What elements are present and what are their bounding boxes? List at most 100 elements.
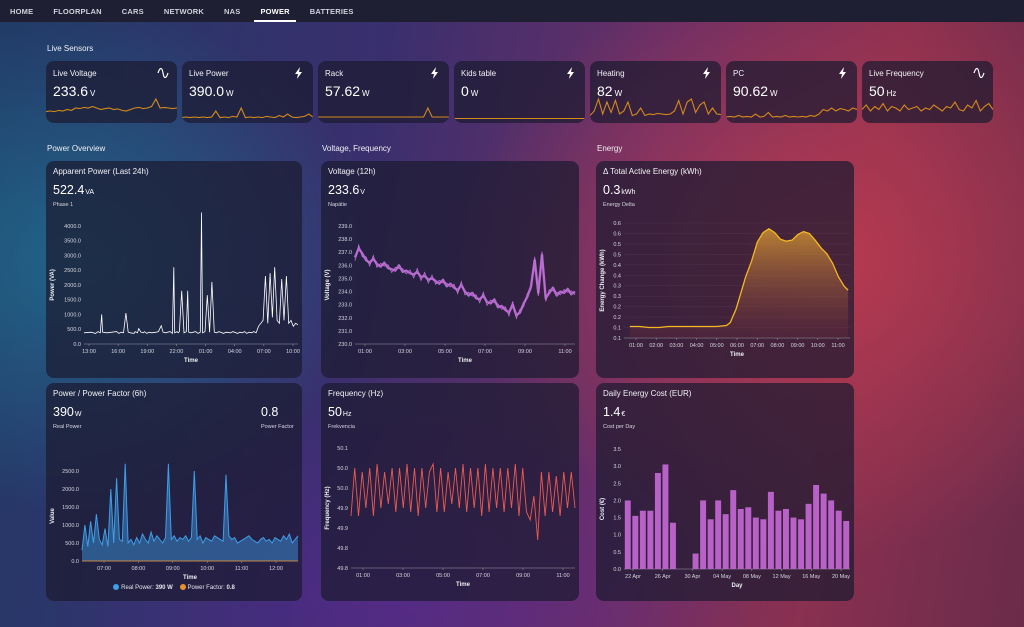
section-title-live: Live Sensors xyxy=(47,44,94,53)
y-tick-label: 239.0 xyxy=(338,224,352,230)
sparkline-path xyxy=(862,99,993,113)
power-factor-card[interactable]: Power / Power Factor (6h) 390W Real Powe… xyxy=(46,383,302,601)
tab-network[interactable]: NETWORK xyxy=(163,6,204,16)
y-tick-label: 233.0 xyxy=(338,303,352,309)
sensor-value: 390.0 W xyxy=(189,83,234,99)
sensor-card-rack[interactable]: Rack 57.62 W xyxy=(318,61,449,123)
cost-bar xyxy=(722,514,729,569)
y-tick-label: 1500.0 xyxy=(62,505,79,511)
energy-card[interactable]: Δ Total Active Energy (kWh) 0.3kWh Energ… xyxy=(596,161,854,378)
x-tick-label: 13:00 xyxy=(82,349,96,355)
cost-bar xyxy=(670,522,676,569)
tab-floorplan[interactable]: FLOORPLAN xyxy=(53,6,102,16)
y-tick-label: 2000.0 xyxy=(62,487,79,493)
x-tick-label: 07:00 xyxy=(750,343,764,349)
x-tick-label: 12:00 xyxy=(269,566,283,572)
sensor-name: Live Frequency xyxy=(869,69,924,78)
y-tick-label: 0.2 xyxy=(613,315,621,321)
voltage-noise-line xyxy=(354,243,576,320)
cost-bar xyxy=(715,500,722,569)
card-title: Voltage (12h) xyxy=(328,167,376,176)
lightning-bolt-icon xyxy=(703,67,710,79)
sensor-card-kids-table[interactable]: Kids table 0 W xyxy=(454,61,585,123)
voltage-card[interactable]: Voltage (12h) 233.6V Napätie 230.0 231.0 2… xyxy=(321,161,579,378)
sensor-value: 57.62 W xyxy=(325,83,370,99)
sensor-card-heating[interactable]: Heating 82 W xyxy=(590,61,721,123)
y-tick-label: 0.6 xyxy=(613,221,621,227)
section-title-power: Power Overview xyxy=(47,144,106,153)
cost-bar xyxy=(783,509,789,569)
sensor-card-live-power[interactable]: Live Power 390.0 W xyxy=(182,61,313,123)
x-tick-label: 10:00 xyxy=(811,343,825,349)
daily-cost-card[interactable]: Daily Energy Cost (EUR) 1.4€ Cost per Da… xyxy=(596,383,854,601)
y-tick-label: 234.0 xyxy=(338,290,352,296)
x-tick-label: 08:00 xyxy=(132,566,146,572)
sensor-value: 90.62 W xyxy=(733,83,778,99)
y-tick-label: 236.0 xyxy=(338,263,352,269)
tab-home[interactable]: HOME xyxy=(10,6,34,16)
y-tick-label: 49.9 xyxy=(337,506,348,512)
x-tick-label: 01:00 xyxy=(199,349,213,355)
y-tick-label: 238.0 xyxy=(338,237,352,243)
lightning-bolt-icon xyxy=(567,67,574,79)
sensor-name: Kids table xyxy=(461,69,497,78)
x-tick-label: 09:00 xyxy=(516,573,530,579)
tab-nas[interactable]: NAS xyxy=(224,6,241,16)
sparkline xyxy=(726,107,857,118)
tab-cars[interactable]: CARS xyxy=(121,6,144,16)
energy-sub: Energy Delta xyxy=(603,202,635,208)
power-factor-chart: 0.0 500.0 1000.0 1500.0 2000.0 2500.0 07:00 08:… xyxy=(50,463,299,581)
y-tick-label: 0.5 xyxy=(613,252,621,258)
cost-bar xyxy=(730,490,737,569)
sensor-value: 233.6 V xyxy=(53,83,96,99)
y-tick-label: 0.2 xyxy=(613,305,621,311)
y-axis-label: Voltage (V) xyxy=(325,270,331,301)
sensor-card-live-frequency[interactable]: Live Frequency 50 Hz xyxy=(862,61,993,123)
y-tick-label: 0.5 xyxy=(613,550,621,556)
apparent-power-card[interactable]: Apparent Power (Last 24h) 522.4VA Phase … xyxy=(46,161,302,378)
cost-bar xyxy=(828,500,835,569)
cost-bar xyxy=(647,510,654,569)
tab-power[interactable]: POWER xyxy=(250,0,299,22)
cost-bar xyxy=(632,515,639,569)
y-tick-label: 237.0 xyxy=(338,250,352,256)
cost-bar xyxy=(760,519,767,569)
legend-power-factor[interactable]: Power Factor: 0.8 xyxy=(179,584,235,591)
x-tick-label: 22:00 xyxy=(170,349,184,355)
cost-bar xyxy=(798,519,804,569)
x-tick-label: 07:00 xyxy=(478,349,492,355)
sensor-value: 50 Hz xyxy=(869,83,897,99)
cost-bar xyxy=(813,485,820,569)
x-axis-label: Time xyxy=(730,352,745,358)
voltage-chart: 230.0 231.0 232.0 233.0 234.0 235.0 236.0 237.0… xyxy=(325,224,576,364)
y-tick-label: 3.5 xyxy=(613,447,621,453)
x-tick-label: 05:00 xyxy=(710,343,724,349)
x-tick-label: 09:00 xyxy=(166,566,180,572)
apparent-power-value: 522.4VA xyxy=(53,183,95,197)
sensor-card-live-voltage[interactable]: Live Voltage 233.6 V xyxy=(46,61,177,123)
y-tick-label: 0.4 xyxy=(613,263,621,269)
card-title: Daily Energy Cost (EUR) xyxy=(603,389,692,398)
y-tick-label: 0.3 xyxy=(613,294,621,300)
x-tick-label: 05:00 xyxy=(438,349,452,355)
frequency-card[interactable]: Frequency (Hz) 50Hz Frekvencia 49.8 49.8 4… xyxy=(321,383,579,601)
legend-dot xyxy=(179,584,186,590)
y-tick-label: 50.0 xyxy=(337,466,348,472)
cost-bar xyxy=(624,500,631,569)
sensor-name: Rack xyxy=(325,69,344,78)
sparkline xyxy=(590,97,721,117)
y-tick-label: 2500.0 xyxy=(64,268,81,274)
sparkline xyxy=(182,106,313,119)
legend-dot xyxy=(113,584,120,590)
legend-real-power[interactable]: Real Power: 390 W xyxy=(113,584,173,591)
sensor-card-pc[interactable]: PC 90.62 W xyxy=(726,61,857,123)
frequency-sub: Frekvencia xyxy=(328,424,355,430)
x-tick-label: 05:00 xyxy=(436,573,450,579)
x-tick-label: 03:00 xyxy=(396,573,410,579)
y-tick-label: 1.5 xyxy=(613,516,621,522)
y-tick-label: 49.8 xyxy=(337,546,348,552)
sensor-name: Live Voltage xyxy=(53,69,97,78)
real-power-sub: Real Power xyxy=(53,424,82,430)
tab-batteries[interactable]: BATTERIES xyxy=(309,6,354,16)
